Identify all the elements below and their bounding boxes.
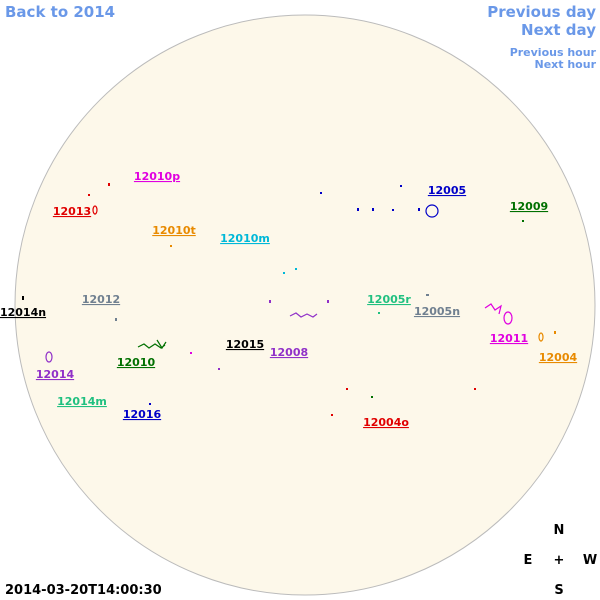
next-hour-link[interactable]: Next hour [535,58,597,71]
solar-disk [14,14,596,596]
compass-south: S [554,583,563,598]
sunspot-marks [45,204,544,363]
compass-north: N [554,523,565,538]
region-label[interactable]: 12005 [428,184,466,197]
region-label[interactable]: 12004o [363,416,409,429]
region-label[interactable]: 12014 [36,368,75,381]
compass-center: + [554,553,565,568]
region-label[interactable]: 12010p [134,170,180,183]
region-label[interactable]: 12016 [123,408,162,421]
region-label[interactable]: 12013 [53,205,91,218]
region-label[interactable]: 12005r [367,293,411,306]
region-label[interactable]: 12011 [490,332,528,345]
back-link[interactable]: Back to 2014 [5,3,115,21]
next-day-link[interactable]: Next day [521,21,596,39]
previous-day-link[interactable]: Previous day [487,3,596,21]
region-label[interactable]: 12009 [510,200,548,213]
previous-hour-link[interactable]: Previous hour [510,46,597,59]
region-label[interactable]: 12014m [57,395,107,408]
timestamp: 2014-03-20T14:00:30 [5,583,162,598]
region-label[interactable]: 12004 [539,351,578,364]
region-label[interactable]: 12010m [220,232,270,245]
region-label[interactable]: 12014n [0,306,46,319]
region-label[interactable]: 12015 [226,338,264,351]
region-label[interactable]: 12010t [152,224,196,237]
compass-east: E [524,553,533,568]
region-label[interactable]: 12005n [414,305,460,318]
region-label[interactable]: 12008 [270,346,308,359]
region-label[interactable]: 12012 [82,293,120,306]
sunspot-dots [22,183,556,416]
region-label[interactable]: 12010 [117,356,156,369]
compass-west: W [583,553,597,568]
